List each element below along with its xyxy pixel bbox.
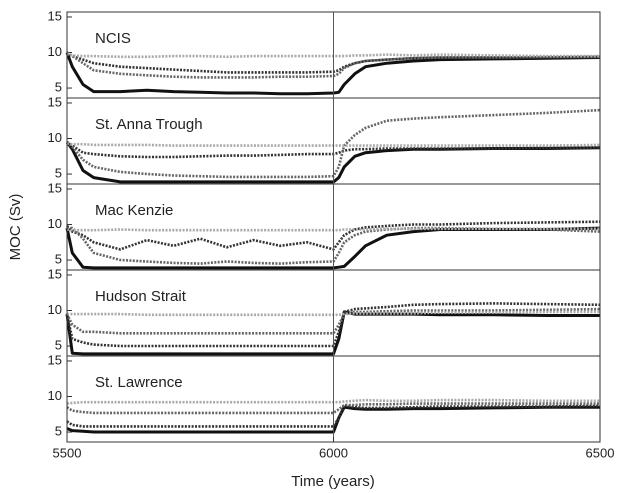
y-tick-label: 5: [55, 251, 62, 266]
y-tick-label: 10: [48, 44, 62, 59]
series-line: [66, 402, 600, 415]
series-line: [66, 227, 600, 232]
y-tick-label: 5: [55, 79, 62, 94]
x-tick-label: 5500: [53, 445, 82, 460]
series-line: [66, 108, 601, 179]
series-line: [66, 52, 600, 59]
series-line: [67, 310, 600, 317]
x-axis-label: Time (years): [291, 473, 375, 490]
series-line: [66, 142, 601, 147]
series-line: [66, 398, 600, 405]
series-line: [66, 220, 601, 251]
y-tick-label: 10: [48, 130, 62, 145]
series-line: [65, 302, 601, 348]
series-line: [66, 405, 600, 434]
x-tick-label: 6500: [586, 445, 615, 460]
panel-title: St. Anna Trough: [95, 116, 203, 133]
panel-title: NCIS: [95, 30, 131, 47]
y-tick-label: 5: [55, 165, 62, 180]
y-axis-label: MOC (Sv): [7, 194, 24, 261]
series-line: [65, 51, 601, 96]
series-line: [66, 51, 600, 79]
series-line: [66, 51, 601, 74]
y-tick-label: 15: [48, 8, 62, 23]
y-tick-label: 15: [48, 180, 62, 195]
panel-title: St. Lawrence: [95, 374, 183, 391]
y-tick-label: 10: [48, 302, 62, 317]
y-tick-label: 5: [55, 423, 62, 438]
x-tick-label: 6000: [319, 445, 348, 460]
panel-title: Mac Kenzie: [95, 202, 173, 219]
series-line: [65, 141, 601, 184]
series-line: [65, 226, 601, 270]
y-tick-label: 15: [48, 352, 62, 367]
series-line: [66, 403, 601, 428]
y-tick-label: 5: [55, 337, 62, 352]
y-tick-label: 10: [48, 388, 62, 403]
y-tick-label: 15: [48, 94, 62, 109]
panel-title: Hudson Strait: [95, 288, 187, 305]
y-tick-label: 15: [48, 266, 62, 281]
series-line: [65, 307, 601, 335]
series-line: [66, 141, 600, 159]
y-tick-label: 10: [48, 216, 62, 231]
